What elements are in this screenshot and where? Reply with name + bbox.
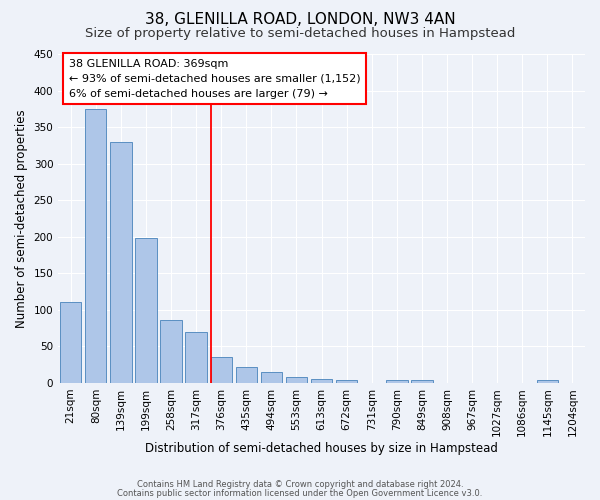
- Bar: [386, 380, 407, 383]
- Bar: [261, 372, 282, 383]
- Text: Contains HM Land Registry data © Crown copyright and database right 2024.: Contains HM Land Registry data © Crown c…: [137, 480, 463, 489]
- Bar: [185, 332, 207, 383]
- Bar: [136, 238, 157, 383]
- Bar: [537, 380, 558, 383]
- Bar: [286, 377, 307, 383]
- Text: 38, GLENILLA ROAD, LONDON, NW3 4AN: 38, GLENILLA ROAD, LONDON, NW3 4AN: [145, 12, 455, 28]
- Bar: [60, 302, 82, 383]
- Text: Contains public sector information licensed under the Open Government Licence v3: Contains public sector information licen…: [118, 488, 482, 498]
- Text: Size of property relative to semi-detached houses in Hampstead: Size of property relative to semi-detach…: [85, 28, 515, 40]
- Bar: [110, 142, 131, 383]
- Bar: [211, 358, 232, 383]
- Bar: [336, 380, 358, 383]
- Bar: [236, 367, 257, 383]
- Text: 38 GLENILLA ROAD: 369sqm
← 93% of semi-detached houses are smaller (1,152)
6% of: 38 GLENILLA ROAD: 369sqm ← 93% of semi-d…: [69, 59, 361, 98]
- Bar: [85, 109, 106, 383]
- Bar: [160, 320, 182, 383]
- Bar: [411, 380, 433, 383]
- X-axis label: Distribution of semi-detached houses by size in Hampstead: Distribution of semi-detached houses by …: [145, 442, 498, 455]
- Y-axis label: Number of semi-detached properties: Number of semi-detached properties: [15, 109, 28, 328]
- Bar: [311, 379, 332, 383]
